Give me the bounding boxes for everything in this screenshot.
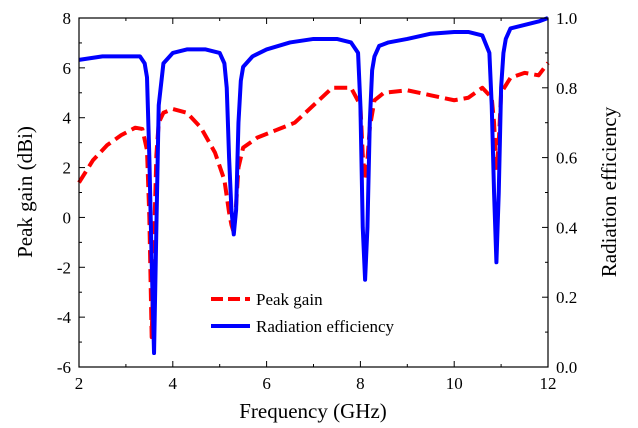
y-left-tick-label: -4 (57, 308, 72, 327)
y-right-tick-label: 0.2 (556, 288, 577, 307)
x-tick-label: 4 (169, 374, 178, 393)
x-tick-label: 12 (540, 374, 557, 393)
y-left-tick-label: 4 (63, 109, 72, 128)
y-left-tick-label: 0 (63, 208, 72, 227)
legend-label-radiation-efficiency: Radiation efficiency (256, 317, 394, 336)
y-right-tick-label: 0.6 (556, 149, 577, 168)
y-left-tick-label: -2 (57, 258, 71, 277)
ticks-layer: 2 4 6 8 10 12 -6 -4 -2 0 2 4 6 8 0.0 0.2 0.4 0.6 0.8 1.0 (57, 9, 578, 393)
y-left-tick-label: 6 (63, 59, 72, 78)
y-right-tick-label: 0.4 (556, 218, 578, 237)
plot-frame (78, 17, 549, 368)
y-right-tick-label: 0.8 (556, 79, 577, 98)
x-tick-label: 2 (75, 374, 84, 393)
y-right-tick-label: 1.0 (556, 9, 577, 28)
x-axis-label: Frequency (GHz) (239, 399, 387, 423)
y-left-tick-label: -6 (57, 358, 71, 377)
x-tick-label: 6 (262, 374, 271, 393)
legend-label-peak-gain: Peak gain (256, 290, 323, 309)
y-right-tick-label: 0.0 (556, 358, 577, 377)
y-axis-right-label: Radiation efficiency (597, 106, 621, 277)
y-axis-left-label: Peak gain (dBi) (13, 126, 37, 258)
y-left-tick-label: 8 (63, 9, 72, 28)
y-left-tick-label: 2 (63, 159, 72, 178)
series-line-radiation-efficiency (78, 16, 549, 356)
series-layer (77, 16, 550, 356)
legend: Peak gain Radiation efficiency (211, 290, 394, 336)
x-tick-label: 8 (356, 374, 365, 393)
x-tick-label: 10 (446, 374, 463, 393)
